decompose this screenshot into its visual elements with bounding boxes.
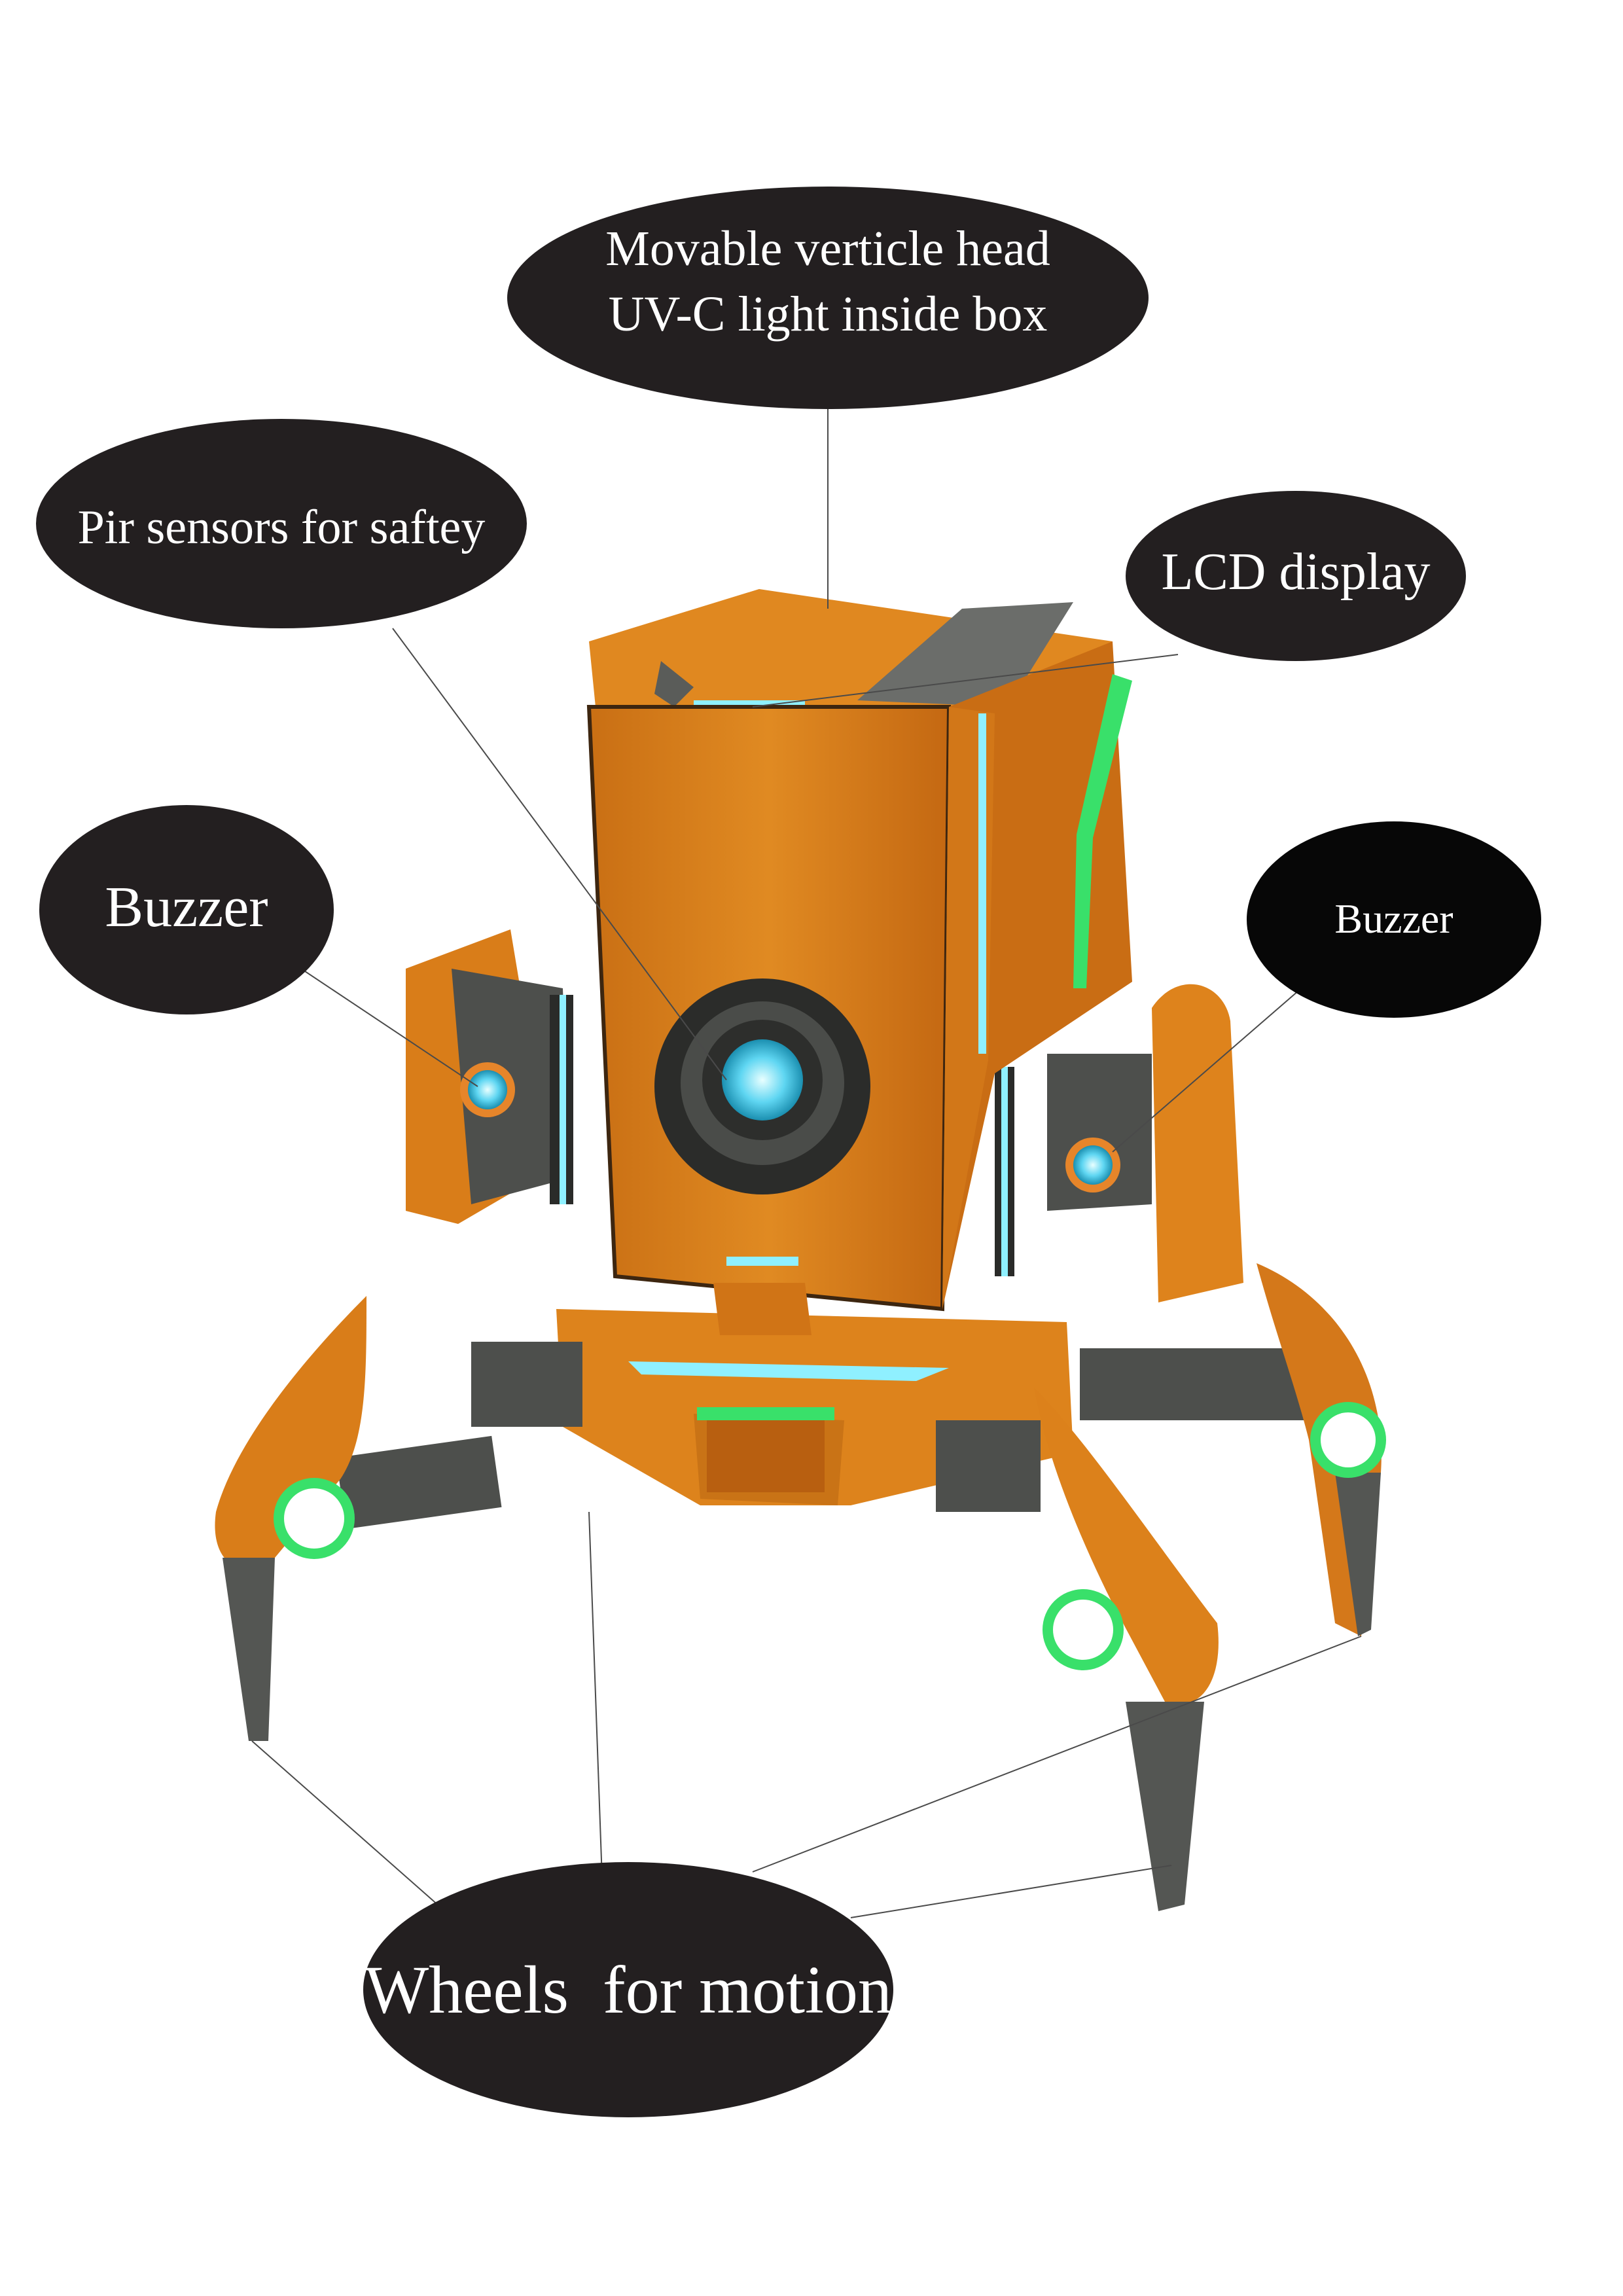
callout-buzzer-right-label: Buzzer (1334, 895, 1453, 942)
callout-head-line2: UV-C light inside box (609, 287, 1048, 342)
left-buzzer-pod (406, 929, 573, 1224)
front-right-leg (936, 1388, 1219, 1911)
callout-pir: Pir sensors for saftey (36, 419, 527, 628)
callout-pir-label: Pir sensors for saftey (78, 501, 486, 554)
callout-buzzer-left: Buzzer (39, 805, 334, 1014)
callout-head: Movable verticle head UV-C light inside … (507, 187, 1149, 409)
callout-wheels-label: Wheels for motion (365, 1952, 892, 2028)
callout-lcd-label: LCD display (1161, 543, 1430, 601)
leader-wheel-1 (252, 1741, 445, 1911)
callout-wheels: Wheels for motion (363, 1862, 893, 2117)
movable-head (589, 589, 1132, 1335)
callout-lcd: LCD display (1126, 491, 1466, 661)
callout-buzzer-right: Buzzer (1247, 821, 1541, 1018)
leader-wheel-2 (589, 1512, 602, 1878)
pir-sensor-eye (654, 978, 870, 1194)
leader-wheel-4 (851, 1865, 1171, 1918)
front-left-leg (215, 1296, 582, 1741)
robot-illustration (215, 589, 1386, 1911)
callout-head-line1: Movable verticle head (605, 221, 1050, 276)
callout-buzzer-left-label: Buzzer (105, 876, 268, 939)
leader-wheel-3 (753, 1636, 1361, 1872)
